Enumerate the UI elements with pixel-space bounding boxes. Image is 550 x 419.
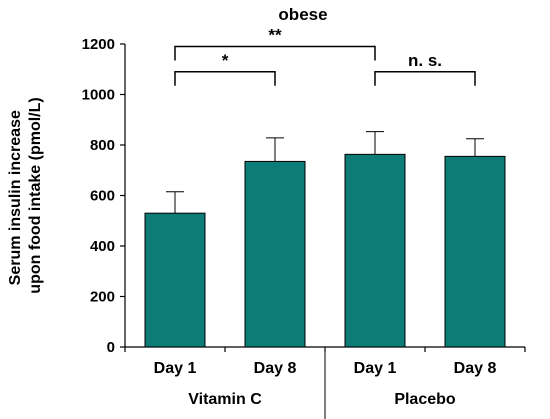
x-tick-label: Day 1 bbox=[154, 360, 197, 377]
group-label: Placebo bbox=[394, 391, 456, 408]
plot-area: 0 200 400 600 800 1000 1200 Day 1 Day 8 Day 1 Day … bbox=[82, 26, 526, 419]
x-tick-label: Day 8 bbox=[454, 360, 497, 377]
bar bbox=[144, 212, 206, 348]
significance-label: n. s. bbox=[408, 51, 442, 70]
significance-bracket bbox=[174, 45, 376, 61]
y-tick-label: 200 bbox=[90, 289, 115, 306]
significance-bracket bbox=[174, 71, 276, 86]
bar bbox=[444, 155, 506, 348]
group-label: Vitamin C bbox=[188, 391, 262, 408]
significance-label: ** bbox=[268, 26, 282, 45]
y-axis-label-line-2: upon food intake (pmol/L) bbox=[27, 97, 44, 293]
y-tick-label: 600 bbox=[90, 188, 115, 205]
y-tick-label: 1200 bbox=[82, 36, 115, 53]
x-tick-label: Day 1 bbox=[354, 360, 397, 377]
y-tick-label: 1000 bbox=[82, 87, 115, 104]
y-tick-label: 800 bbox=[90, 137, 115, 154]
y-axis-label-line-1: Serum insulin increase bbox=[7, 110, 24, 285]
bar bbox=[244, 160, 306, 348]
x-tick-label: Day 8 bbox=[254, 360, 297, 377]
y-tick-label: 400 bbox=[90, 238, 115, 255]
chart-title: obese bbox=[278, 5, 327, 24]
significance-label: * bbox=[222, 51, 229, 70]
significance-bracket bbox=[374, 71, 476, 86]
y-tick-label: 0 bbox=[107, 339, 115, 356]
y-axis-label: Serum insulin increase upon food intake … bbox=[7, 97, 44, 293]
bar bbox=[344, 153, 406, 348]
